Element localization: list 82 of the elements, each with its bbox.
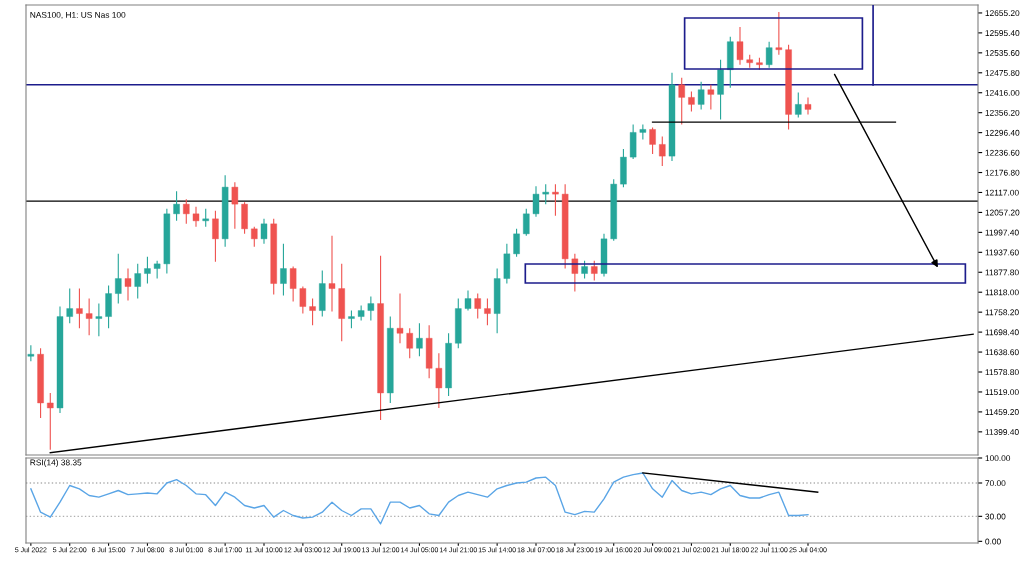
candlestick [299, 285, 307, 315]
candlestick [231, 181, 239, 230]
chart-title: RSI(14) 38.35 [30, 459, 82, 468]
candlestick [707, 84, 715, 110]
candlestick [513, 228, 520, 258]
line-series [30, 472, 809, 525]
y-tick-label: 12296.40 [985, 129, 1020, 136]
candlestick [552, 183, 559, 217]
candlestick [76, 287, 83, 329]
candlestick [678, 77, 685, 125]
candlestick [309, 297, 316, 326]
y-tick-label: 11818.00 [985, 289, 1019, 296]
candlestick [639, 123, 647, 140]
y-tick-label: 12475.80 [985, 69, 1020, 76]
candlestick [260, 218, 268, 245]
y-tick-label: 30.00 [985, 513, 1006, 520]
candlestick [367, 295, 375, 322]
candlestick [183, 198, 190, 225]
candlestick [804, 96, 812, 115]
candlestick [192, 206, 200, 228]
candlestick [591, 260, 598, 282]
candlestick [357, 305, 365, 322]
candlestick [464, 289, 472, 312]
candlestick [795, 91, 802, 118]
candlestick [416, 322, 423, 357]
candlestick [406, 327, 413, 359]
candlestick [688, 90, 695, 112]
candlestick [697, 81, 705, 110]
candlestick [523, 208, 530, 237]
candlestick [173, 190, 180, 222]
y-tick-label: 70.00 [985, 480, 1006, 487]
candlestick [649, 126, 656, 155]
candlestick [396, 292, 404, 344]
text: NAS100, H1: US Nas 100 [30, 11, 126, 19]
y-tick-label: 11758.20 [985, 309, 1019, 316]
y-tick-label: 12117.00 [985, 189, 1019, 196]
candlestick [736, 26, 744, 66]
candlestick [328, 235, 336, 313]
y-tick-label: 12356.20 [985, 109, 1020, 116]
y-tick-label: 11638.60 [985, 349, 1019, 356]
candlestick [775, 11, 783, 56]
y-tick-label: 12595.40 [985, 30, 1020, 36]
candlestick [202, 208, 209, 228]
y-tick-label: 12416.00 [985, 89, 1020, 96]
candlestick [66, 287, 73, 324]
candlestick [153, 260, 161, 280]
candlestick [144, 256, 151, 285]
candlestick [289, 265, 297, 303]
candlestick [212, 210, 219, 263]
y-tick-label: 11997.40 [985, 229, 1019, 236]
candlestick [115, 253, 122, 305]
candlestick [85, 297, 93, 336]
y-tick-label: 12176.80 [985, 169, 1020, 176]
candlestick [765, 41, 773, 69]
candlestick [47, 392, 54, 451]
y-tick-label: 11399.40 [985, 429, 1019, 435]
candlestick [124, 267, 132, 302]
candlestick [542, 183, 549, 205]
candlestick [484, 297, 491, 326]
y-tick-label: 12057.20 [985, 209, 1020, 216]
candlestick [435, 352, 443, 409]
y-tick-label: 11519.00 [985, 389, 1019, 396]
y-tick-label: 0.00 [985, 538, 1001, 545]
candlestick [532, 185, 540, 218]
y-tick-label: 100.00 [985, 455, 1011, 462]
y-tick-label: 11578.80 [985, 369, 1019, 376]
y-tick-label: 11459.20 [985, 409, 1019, 415]
candlestick [571, 253, 579, 293]
y-tick-label: 11877.80 [985, 269, 1019, 276]
candlestick [280, 243, 287, 297]
y-tick-label: 12655.20 [985, 10, 1020, 17]
candlestick [27, 344, 35, 362]
candlestick [134, 263, 141, 300]
y-tick-label: 12236.60 [985, 149, 1020, 156]
candlestick [105, 284, 112, 329]
candlestick [251, 226, 258, 248]
candlestick [95, 302, 103, 337]
y-tick-label: 11937.60 [985, 249, 1019, 256]
y-tick-label: 11698.40 [985, 329, 1019, 336]
y-tick-label: 12535.60 [985, 50, 1020, 56]
candlestick [659, 135, 666, 167]
candlestick [474, 292, 481, 320]
